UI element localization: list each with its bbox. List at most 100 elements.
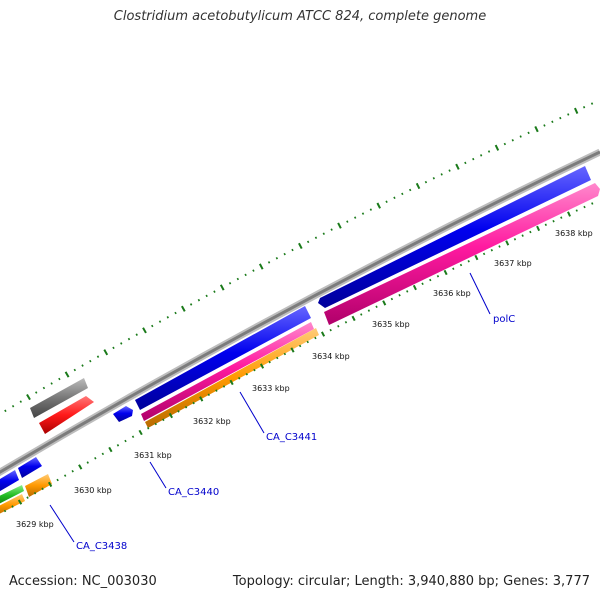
tick-mark: [390, 297, 394, 301]
tick-mark: [199, 396, 204, 402]
tick-mark: [58, 377, 61, 381]
tick-mark: [455, 163, 460, 170]
tick-mark: [375, 305, 378, 309]
gene-label-ca-c3438[interactable]: CA_C3438: [76, 541, 127, 552]
tick-mark: [267, 261, 271, 264]
cds-reverse-1: [141, 322, 314, 421]
tick-mark: [464, 161, 467, 165]
tick-mark: [298, 344, 302, 348]
gene-label-ca-c3440[interactable]: CA_C3440: [168, 487, 219, 498]
tick-mark: [521, 234, 524, 237]
tick-mark: [245, 372, 248, 376]
tick-mark: [142, 327, 147, 334]
tick-mark: [124, 439, 127, 443]
tick-mark: [108, 446, 113, 453]
orange-track-3: [25, 474, 52, 497]
tick-mark: [35, 391, 38, 394]
tick-mark: [482, 252, 486, 256]
tick-mark: [63, 474, 67, 477]
scale-ticks: [3, 202, 594, 513]
tick-mark: [560, 216, 563, 219]
tick-mark: [189, 303, 193, 306]
tick-mark: [276, 356, 279, 360]
tick-mark: [424, 180, 428, 184]
tick-mark: [503, 142, 507, 146]
tick-mark: [519, 135, 522, 138]
tick-mark: [192, 401, 195, 405]
tick-mark: [474, 254, 479, 261]
tick-mark: [236, 277, 240, 281]
tick-mark: [314, 336, 317, 340]
tick-mark: [360, 313, 363, 316]
tick-mark: [412, 284, 417, 291]
tick-mark: [283, 352, 287, 356]
tick-mark: [162, 418, 165, 422]
tick-mark: [290, 347, 295, 353]
tick-mark: [443, 269, 448, 276]
tick-mark: [574, 107, 579, 114]
scale-label: 3632 kbp: [193, 417, 231, 426]
cds-forward-3: [113, 406, 133, 422]
tick-mark: [127, 337, 131, 341]
tick-mark: [168, 412, 173, 419]
tick-mark: [78, 464, 83, 470]
cds-forward-4: [135, 306, 311, 410]
tick-mark: [252, 269, 255, 272]
tick-mark: [567, 113, 570, 116]
tick-mark: [479, 154, 483, 157]
orange-track-1: [145, 328, 319, 428]
tick-mark: [291, 248, 294, 252]
scale-label: 3637 kbp: [494, 259, 532, 268]
tick-mark: [177, 410, 180, 413]
tick-mark: [591, 202, 594, 205]
gene-label-ca-c3441[interactable]: CA_C3441: [266, 432, 317, 443]
tick-mark: [322, 232, 325, 235]
tick-mark: [567, 211, 571, 217]
tick-mark: [467, 260, 470, 263]
accession-text: Accession: NC_003030: [9, 574, 157, 589]
tick-mark: [382, 300, 387, 306]
tick-mark: [116, 444, 120, 447]
scale-label: 3630 kbp: [74, 486, 112, 495]
tick-mark: [47, 481, 53, 488]
tick-mark: [534, 125, 539, 133]
scale-label: 3636 kbp: [433, 289, 471, 298]
tick-mark: [207, 393, 210, 397]
tick-mark: [490, 248, 493, 252]
gene-label-polc[interactable]: polC: [493, 314, 515, 325]
genome-summary-text: Topology: circular; Length: 3,940,880 bp…: [232, 574, 590, 589]
tick-mark: [283, 252, 286, 256]
tick-mark: [369, 208, 373, 211]
rna-feature: [39, 396, 94, 434]
tick-mark: [101, 452, 105, 456]
tick-mark: [253, 368, 256, 372]
tick-mark: [448, 169, 451, 172]
map-title: Clostridium acetobutylicum ATCC 824, com…: [113, 9, 487, 24]
tick-mark: [406, 290, 409, 293]
tick-mark: [536, 225, 541, 232]
tick-mark: [103, 349, 109, 356]
tick-mark: [494, 144, 500, 151]
tick-mark: [94, 456, 97, 460]
tick-mark: [376, 202, 381, 209]
tick-mark: [401, 192, 404, 196]
leader-polc: [469, 272, 491, 315]
tick-mark: [71, 469, 74, 473]
tick-mark: [228, 281, 232, 285]
tick-mark: [174, 311, 177, 315]
tick-mark: [19, 400, 22, 403]
tick-mark: [33, 491, 37, 495]
tick-mark: [3, 509, 7, 513]
tick-mark: [361, 212, 365, 215]
tick-mark: [219, 284, 225, 291]
tick-mark: [351, 315, 356, 322]
tick-mark: [487, 150, 491, 153]
orange-track-2: [0, 494, 25, 514]
tick-mark: [96, 355, 100, 358]
tick-mark: [344, 321, 348, 324]
scale-label: 3634 kbp: [312, 352, 350, 361]
tick-mark: [385, 200, 388, 203]
tick-mark: [472, 157, 475, 161]
tick-mark: [184, 405, 188, 409]
tick-mark: [505, 240, 510, 246]
